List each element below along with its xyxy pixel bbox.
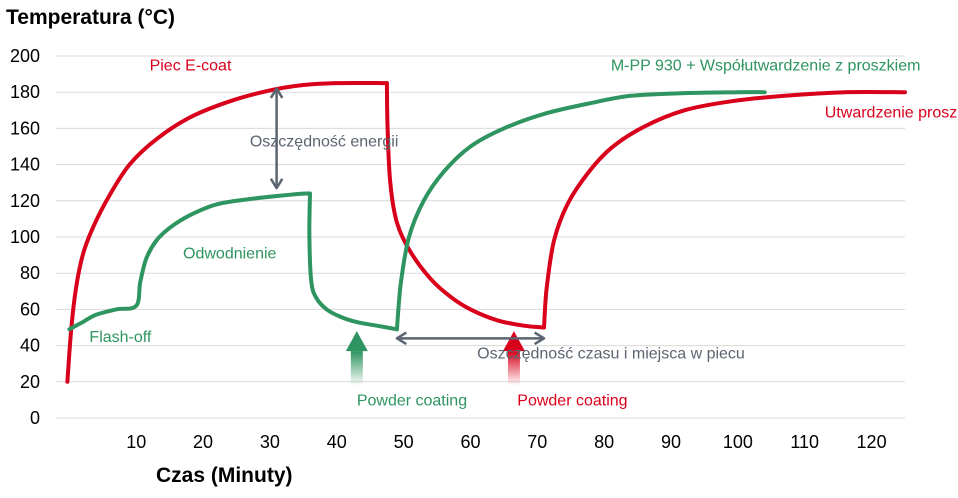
y-tick-label: 40 (20, 336, 40, 356)
red-powder-arrow (502, 331, 525, 386)
y-axis-title: Temperatura (°C) (6, 6, 175, 29)
series-line (65, 80, 389, 384)
arrow-head (533, 331, 546, 346)
x-tick-label: 10 (126, 432, 146, 452)
arrow-shaft (350, 351, 363, 386)
annotations: Piec E-coat M-PP 930 + Współutwardzenie z… (89, 57, 958, 409)
series-line (384, 81, 546, 330)
x-tick-label: 90 (661, 432, 681, 452)
annotation-label: M-PP 930 + Współutwardzenie z proszkiem (611, 57, 921, 74)
x-tick-label: 110 (790, 432, 819, 452)
double-arrows (269, 87, 546, 346)
annotation-label: Powder coating (357, 392, 467, 409)
series-lines (65, 80, 907, 384)
y-tick-label: 160 (10, 118, 40, 138)
x-tick-label: 100 (723, 432, 753, 452)
x-tick-label: 70 (527, 432, 547, 452)
x-tick-label: 120 (857, 432, 887, 452)
energy-saving-arrow (269, 87, 284, 190)
y-axis-ticks: 0 20 40 60 80 100 120 140 160 180 200 (10, 46, 40, 428)
y-tick-label: 140 (10, 155, 40, 175)
y-tick-label: 20 (20, 372, 40, 392)
annotation-label: Oszczędność czasu i miejsca w piecu (477, 345, 745, 362)
x-tick-label: 30 (260, 432, 280, 452)
arrow-head (395, 331, 407, 346)
arrow-shaft (507, 351, 520, 386)
x-tick-label: 20 (193, 432, 213, 452)
powder-coating-arrows (345, 331, 525, 386)
y-tick-label: 180 (10, 82, 40, 102)
y-tick-label: 120 (10, 191, 40, 211)
annotation-label: Odwodnienie (183, 246, 277, 263)
series-line (542, 89, 907, 330)
annotation-label: Piec E-coat (150, 57, 232, 74)
annotation-label: Oszczędność energii (250, 134, 399, 151)
x-tick-label: 40 (327, 432, 347, 452)
series-line (307, 191, 399, 332)
arrow-head (269, 178, 284, 190)
series-line (394, 90, 767, 332)
x-tick-label: 60 (460, 432, 480, 452)
arrow-head (345, 331, 368, 352)
y-tick-label: 100 (10, 227, 40, 247)
y-tick-label: 60 (20, 299, 40, 319)
y-tick-label: 80 (20, 263, 40, 283)
x-axis-ticks: 10 20 30 40 50 60 70 80 90 100 110 120 (126, 432, 886, 452)
x-axis-title: Czas (Minuty) (156, 464, 293, 487)
x-tick-label: 80 (594, 432, 614, 452)
annotation-label: Utwardzenie proszku w piecu (825, 105, 958, 122)
annotation-label: Flash-off (89, 329, 152, 346)
annotation-label: Powder coating (517, 392, 627, 409)
time-saving-arrow (395, 331, 546, 346)
y-tick-label: 0 (30, 408, 40, 428)
arrow-head (502, 331, 525, 352)
arrow-head (269, 87, 284, 99)
grid-lines (56, 55, 905, 419)
series-line (67, 191, 312, 332)
green-powder-arrow (345, 331, 368, 386)
y-tick-label: 200 (10, 46, 40, 66)
x-tick-label: 50 (394, 432, 414, 452)
